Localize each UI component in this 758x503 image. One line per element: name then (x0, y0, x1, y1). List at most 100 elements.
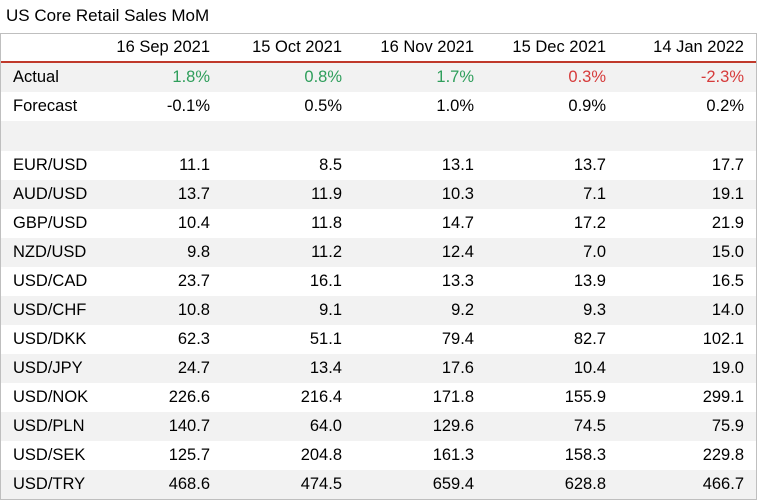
row-label: USD/TRY (13, 475, 86, 493)
header-date: 15 Dec 2021 (512, 38, 606, 56)
table-cell: 13.4 (309, 359, 342, 377)
table-cell: 161.3 (432, 446, 474, 464)
table-row: EUR/USD 11.1 8.5 13.1 13.7 17.7 (1, 151, 756, 180)
actual-value: -2.3% (700, 68, 744, 86)
forecast-value: 0.2% (706, 97, 744, 115)
table-title: US Core Retail Sales MoM (6, 6, 210, 25)
table-cell: 125.7 (168, 446, 210, 464)
forecast-value: 0.9% (568, 97, 606, 115)
table-cell: 11.9 (311, 185, 342, 203)
table-cell: 468.6 (168, 475, 210, 493)
row-label: GBP/USD (13, 214, 88, 232)
row-label: USD/PLN (13, 417, 85, 435)
forecast-value: 1.0% (436, 97, 474, 115)
table-cell: 11.2 (311, 243, 342, 261)
table-cell: 13.7 (177, 185, 210, 203)
actual-row: Actual 1.8% 0.8% 1.7% 0.3% -2.3% (1, 63, 756, 92)
table-cell: 16.1 (309, 272, 342, 290)
table-cell: 21.9 (711, 214, 744, 232)
table-cell: 17.7 (711, 156, 744, 174)
table-cell: 13.3 (441, 272, 474, 290)
row-label: Forecast (13, 97, 78, 115)
row-label: USD/JPY (13, 359, 83, 377)
table-cell: 216.4 (300, 388, 342, 406)
table-cell: 10.3 (441, 185, 474, 203)
table-cell: 158.3 (564, 446, 606, 464)
table-cell: 16.5 (711, 272, 744, 290)
forecast-value: 0.5% (304, 97, 342, 115)
table-cell: 155.9 (564, 388, 606, 406)
table-cell: 10.4 (573, 359, 606, 377)
table-row: USD/CHF 10.8 9.1 9.2 9.3 14.0 (1, 296, 756, 325)
table-cell: 204.8 (300, 446, 342, 464)
table-row: USD/DKK 62.3 51.1 79.4 82.7 102.1 (1, 325, 756, 354)
table-cell: 11.8 (311, 214, 342, 232)
table-cell: 74.5 (573, 417, 606, 435)
row-label: USD/CAD (13, 272, 88, 290)
table-cell: 8.5 (319, 156, 342, 174)
forecast-row: Forecast -0.1% 0.5% 1.0% 0.9% 0.2% (1, 92, 756, 121)
actual-value: 0.8% (304, 68, 342, 86)
data-table: 16 Sep 2021 15 Oct 2021 16 Nov 2021 15 D… (0, 33, 757, 500)
table-cell: 13.9 (573, 272, 606, 290)
table-cell: 17.2 (573, 214, 606, 232)
row-label: EUR/USD (13, 156, 88, 174)
table-cell: 9.2 (451, 301, 474, 319)
table-cell: 23.7 (177, 272, 210, 290)
table-cell: 7.0 (583, 243, 606, 261)
table-row: USD/CAD 23.7 16.1 13.3 13.9 16.5 (1, 267, 756, 296)
table-cell: 299.1 (702, 388, 744, 406)
table-cell: 129.6 (432, 417, 474, 435)
table-cell: 140.7 (168, 417, 210, 435)
row-label: USD/CHF (13, 301, 87, 319)
table-row: NZD/USD 9.8 11.2 12.4 7.0 15.0 (1, 238, 756, 267)
table-cell: 12.4 (441, 243, 474, 261)
table-cell: 13.7 (573, 156, 606, 174)
table-cell: 19.1 (711, 185, 744, 203)
table-cell: 51.1 (309, 330, 342, 348)
table-cell: 466.7 (702, 475, 744, 493)
table-cell: 7.1 (583, 185, 606, 203)
header-date: 14 Jan 2022 (653, 38, 744, 56)
table-cell: 9.1 (319, 301, 342, 319)
table-cell: 14.0 (711, 301, 744, 319)
table-cell: 14.7 (441, 214, 474, 232)
table-row: USD/NOK 226.6 216.4 171.8 155.9 299.1 (1, 383, 756, 412)
header-date: 15 Oct 2021 (252, 38, 342, 56)
table-row: GBP/USD 10.4 11.8 14.7 17.2 21.9 (1, 209, 756, 238)
table-cell: 9.3 (583, 301, 606, 319)
row-label: NZD/USD (13, 243, 87, 261)
table-row: USD/SEK 125.7 204.8 161.3 158.3 229.8 (1, 441, 756, 470)
table-cell: 474.5 (300, 475, 342, 493)
table-cell: 229.8 (702, 446, 744, 464)
table-cell: 62.3 (177, 330, 210, 348)
table-cell: 11.1 (179, 156, 210, 174)
table-cell: 659.4 (432, 475, 474, 493)
table-cell: 226.6 (168, 388, 210, 406)
table-cell: 10.4 (177, 214, 210, 232)
table-row: USD/PLN 140.7 64.0 129.6 74.5 75.9 (1, 412, 756, 441)
header-date: 16 Sep 2021 (116, 38, 210, 56)
table-cell: 102.1 (702, 330, 744, 348)
pair-rows: EUR/USD 11.1 8.5 13.1 13.7 17.7 AUD/USD 13.7 11.… (1, 151, 756, 499)
table-cell: 24.7 (177, 359, 210, 377)
row-label: USD/NOK (13, 388, 89, 406)
row-label: USD/DKK (13, 330, 87, 348)
table-cell: 171.8 (432, 388, 474, 406)
table-cell: 64.0 (309, 417, 342, 435)
table-cell: 13.1 (441, 156, 474, 174)
actual-value: 1.8% (172, 68, 210, 86)
forecast-value: -0.1% (166, 97, 210, 115)
table-cell: 15.0 (711, 243, 744, 261)
table-cell: 75.9 (711, 417, 744, 435)
table-cell: 82.7 (573, 330, 606, 348)
header-row: 16 Sep 2021 15 Oct 2021 16 Nov 2021 15 D… (1, 34, 756, 63)
table-cell: 19.0 (711, 359, 744, 377)
table-cell: 17.6 (441, 359, 474, 377)
table-row: USD/JPY 24.7 13.4 17.6 10.4 19.0 (1, 354, 756, 383)
header-date: 16 Nov 2021 (380, 38, 474, 56)
actual-value: 0.3% (568, 68, 606, 86)
spacer-row (1, 121, 756, 151)
table-row: USD/TRY 468.6 474.5 659.4 628.8 466.7 (1, 470, 756, 499)
